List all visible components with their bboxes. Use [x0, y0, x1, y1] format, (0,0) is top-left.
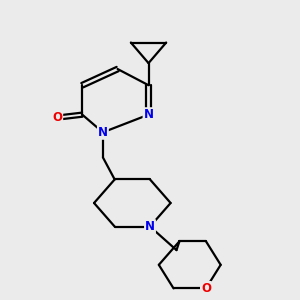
- Text: O: O: [52, 111, 62, 124]
- Text: O: O: [201, 282, 211, 295]
- Text: N: N: [98, 126, 108, 139]
- Text: N: N: [145, 220, 155, 233]
- Text: N: N: [143, 108, 154, 121]
